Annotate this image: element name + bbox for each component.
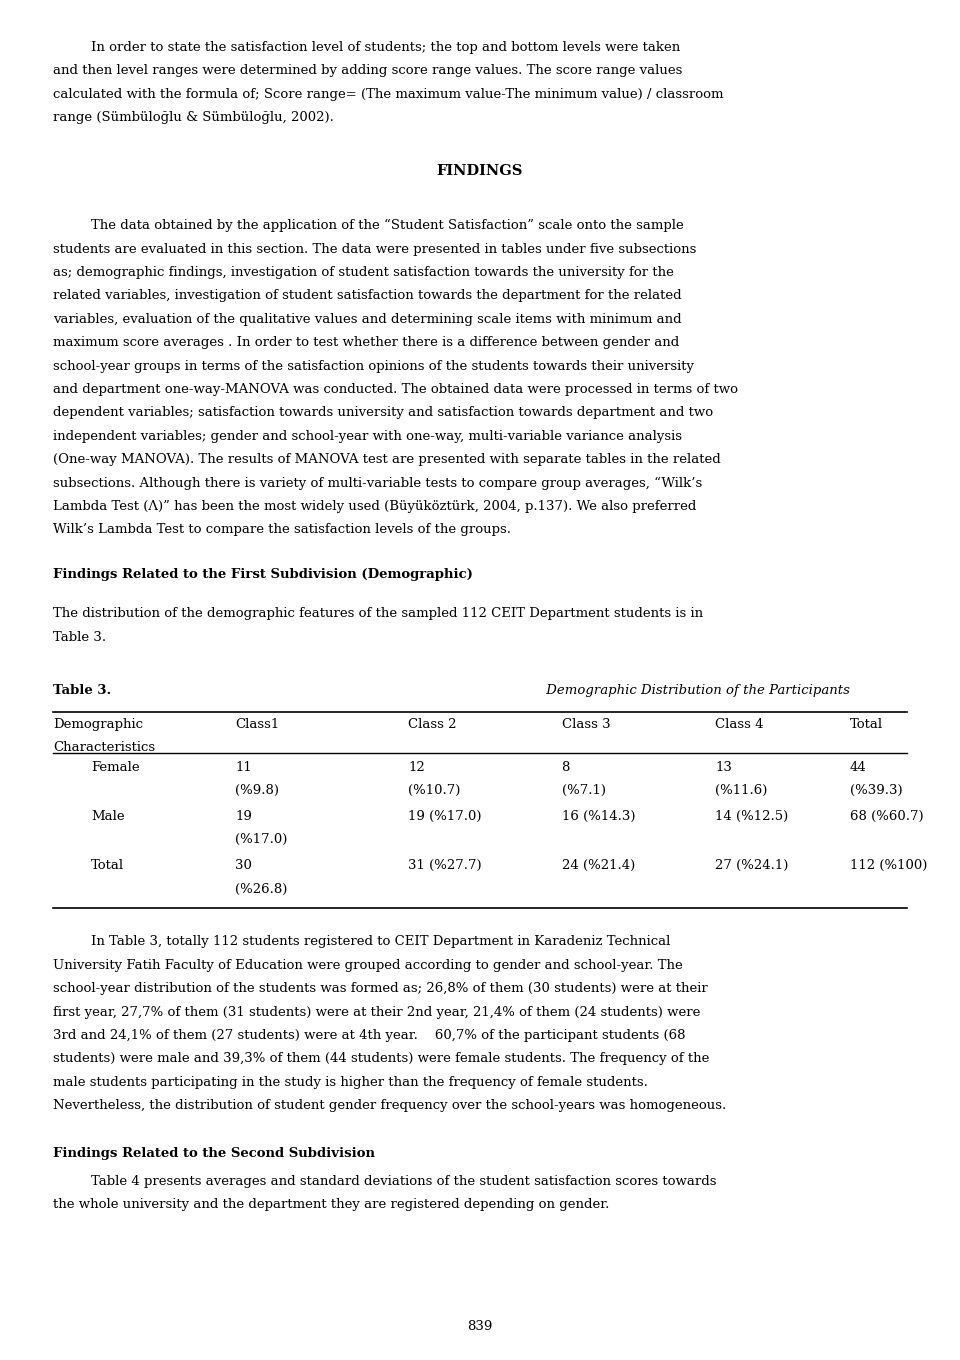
- Text: students) were male and 39,3% of them (44 students) were female students. The fr: students) were male and 39,3% of them (4…: [53, 1053, 709, 1065]
- Text: 112 (%100): 112 (%100): [850, 860, 927, 872]
- Text: In Table 3, totally 112 students registered to CEIT Department in Karadeniz Tech: In Table 3, totally 112 students registe…: [91, 936, 671, 948]
- Text: 19: 19: [235, 811, 252, 823]
- Text: Total: Total: [850, 718, 883, 730]
- Text: range (Sümbüloğlu & Sümbüloğlu, 2002).: range (Sümbüloğlu & Sümbüloğlu, 2002).: [53, 112, 334, 124]
- Text: subsections. Although there is variety of multi-variable tests to compare group : subsections. Although there is variety o…: [53, 476, 702, 490]
- Text: Class 3: Class 3: [562, 718, 611, 730]
- Text: (%9.8): (%9.8): [235, 785, 279, 797]
- Text: school-year groups in terms of the satisfaction opinions of the students towards: school-year groups in terms of the satis…: [53, 359, 694, 373]
- Text: The distribution of the demographic features of the sampled 112 CEIT Department : The distribution of the demographic feat…: [53, 608, 703, 620]
- Text: 19 (%17.0): 19 (%17.0): [408, 811, 482, 823]
- Text: (%10.7): (%10.7): [408, 785, 461, 797]
- Text: dependent variables; satisfaction towards university and satisfaction towards de: dependent variables; satisfaction toward…: [53, 407, 713, 419]
- Text: Male: Male: [91, 811, 125, 823]
- Text: 16 (%14.3): 16 (%14.3): [562, 811, 636, 823]
- Text: independent variables; gender and school-year with one-way, multi-variable varia: independent variables; gender and school…: [53, 430, 682, 443]
- Text: 30: 30: [235, 860, 252, 872]
- Text: (%26.8): (%26.8): [235, 883, 288, 895]
- Text: 44: 44: [850, 760, 866, 774]
- Text: Female: Female: [91, 760, 140, 774]
- Text: related variables, investigation of student satisfaction towards the department : related variables, investigation of stud…: [53, 290, 682, 302]
- Text: Class 2: Class 2: [408, 718, 457, 730]
- Text: In order to state the satisfaction level of students; the top and bottom levels : In order to state the satisfaction level…: [91, 41, 681, 54]
- Text: FINDINGS: FINDINGS: [437, 165, 523, 178]
- Text: calculated with the formula of; Score range= (The maximum value-The minimum valu: calculated with the formula of; Score ra…: [53, 87, 723, 101]
- Text: Table 3.: Table 3.: [53, 631, 106, 643]
- Text: students are evaluated in this section. The data were presented in tables under : students are evaluated in this section. …: [53, 242, 696, 256]
- Text: Findings Related to the First Subdivision (Demographic): Findings Related to the First Subdivisio…: [53, 568, 472, 582]
- Text: first year, 27,7% of them (31 students) were at their 2nd year, 21,4% of them (2: first year, 27,7% of them (31 students) …: [53, 1005, 700, 1019]
- Text: 3rd and 24,1% of them (27 students) were at 4th year.    60,7% of the participan: 3rd and 24,1% of them (27 students) were…: [53, 1030, 685, 1042]
- Text: variables, evaluation of the qualitative values and determining scale items with: variables, evaluation of the qualitative…: [53, 313, 682, 326]
- Text: maximum score averages . In order to test whether there is a difference between : maximum score averages . In order to tes…: [53, 336, 679, 350]
- Text: 8: 8: [562, 760, 570, 774]
- Text: Table 4 presents averages and standard deviations of the student satisfaction sc: Table 4 presents averages and standard d…: [91, 1175, 717, 1189]
- Text: Class 4: Class 4: [715, 718, 764, 730]
- Text: 24 (%21.4): 24 (%21.4): [562, 860, 635, 872]
- Text: as; demographic findings, investigation of student satisfaction towards the univ: as; demographic findings, investigation …: [53, 267, 674, 279]
- Text: Nevertheless, the distribution of student gender frequency over the school-years: Nevertheless, the distribution of studen…: [53, 1099, 726, 1112]
- Text: male students participating in the study is higher than the frequency of female : male students participating in the study…: [53, 1076, 648, 1089]
- Text: Table 3.: Table 3.: [53, 684, 111, 698]
- Text: (%7.1): (%7.1): [562, 785, 606, 797]
- Text: (%17.0): (%17.0): [235, 834, 288, 846]
- Text: Demographic Distribution of the Participants: Demographic Distribution of the Particip…: [541, 684, 850, 698]
- Text: Lambda Test (Λ)” has been the most widely used (Büyüköztürk, 2004, p.137). We al: Lambda Test (Λ)” has been the most widel…: [53, 500, 696, 513]
- Text: (%11.6): (%11.6): [715, 785, 768, 797]
- Text: and then level ranges were determined by adding score range values. The score ra: and then level ranges were determined by…: [53, 64, 683, 78]
- Text: 27 (%24.1): 27 (%24.1): [715, 860, 788, 872]
- Text: (One-way MANOVA). The results of MANOVA test are presented with separate tables : (One-way MANOVA). The results of MANOVA …: [53, 453, 721, 466]
- Text: 839: 839: [468, 1319, 492, 1333]
- Text: Demographic: Demographic: [53, 718, 143, 730]
- Text: Characteristics: Characteristics: [53, 741, 155, 753]
- Text: 13: 13: [715, 760, 732, 774]
- Text: Wilk’s Lambda Test to compare the satisfaction levels of the groups.: Wilk’s Lambda Test to compare the satisf…: [53, 524, 511, 536]
- Text: Total: Total: [91, 860, 125, 872]
- Text: 68 (%60.7): 68 (%60.7): [850, 811, 924, 823]
- Text: (%39.3): (%39.3): [850, 785, 902, 797]
- Text: 14 (%12.5): 14 (%12.5): [715, 811, 788, 823]
- Text: 12: 12: [408, 760, 424, 774]
- Text: 31 (%27.7): 31 (%27.7): [408, 860, 482, 872]
- Text: The data obtained by the application of the “Student Satisfaction” scale onto th: The data obtained by the application of …: [91, 219, 684, 233]
- Text: 11: 11: [235, 760, 252, 774]
- Text: school-year distribution of the students was formed as; 26,8% of them (30 studen: school-year distribution of the students…: [53, 982, 708, 996]
- Text: Class1: Class1: [235, 718, 279, 730]
- Text: University Fatih Faculty of Education were grouped according to gender and schoo: University Fatih Faculty of Education we…: [53, 959, 683, 972]
- Text: Findings Related to the Second Subdivision: Findings Related to the Second Subdivisi…: [53, 1146, 374, 1160]
- Text: and department one-way-MANOVA was conducted. The obtained data were processed in: and department one-way-MANOVA was conduc…: [53, 384, 738, 396]
- Text: the whole university and the department they are registered depending on gender.: the whole university and the department …: [53, 1198, 610, 1212]
